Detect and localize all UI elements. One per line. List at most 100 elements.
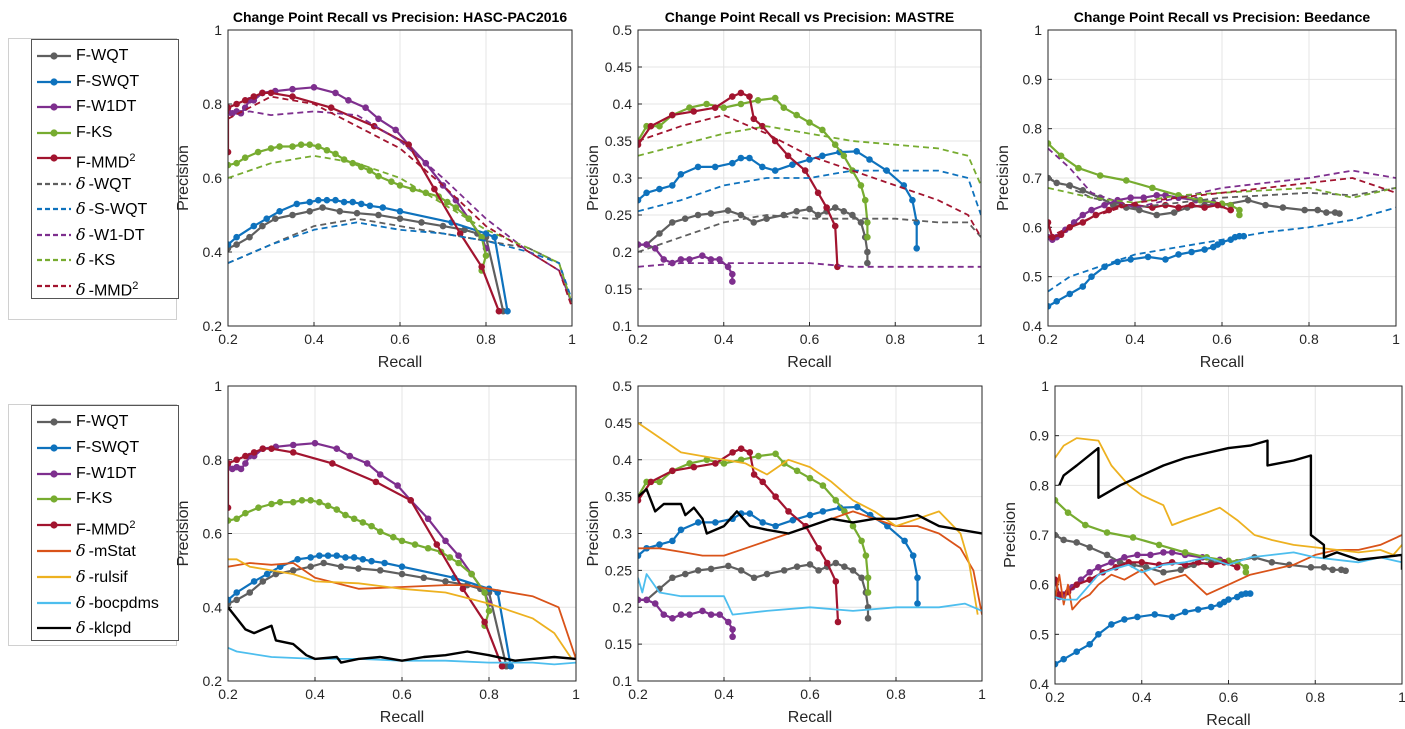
data-point-KS	[368, 522, 375, 530]
data-point-WQT	[1342, 567, 1349, 575]
data-point-WQT	[375, 211, 382, 219]
data-point-KS	[1103, 529, 1111, 536]
data-point-MMD	[481, 618, 488, 626]
data-point-KS	[720, 460, 728, 467]
y-tick-label: 0.2	[203, 318, 223, 334]
data-point-WQT	[259, 222, 266, 230]
data-point-KS	[233, 159, 240, 167]
y-tick-label: 0.5	[613, 378, 633, 394]
data-point-KS	[832, 497, 840, 504]
y-tick-label: 1	[214, 378, 222, 394]
legend-delta-symbol: δ	[76, 199, 86, 218]
legend-item-SWQT-marker: F-SWQT	[32, 436, 178, 460]
data-point-WQT	[1268, 559, 1276, 566]
y-tick-label: 0.1	[613, 318, 633, 334]
data-point-MMD	[327, 104, 335, 111]
data-point-KS	[332, 150, 339, 158]
data-point-W1DT	[725, 618, 732, 626]
data-point-WQT	[306, 208, 314, 215]
data-point-SWQT	[866, 156, 873, 163]
data-point-KS	[390, 533, 397, 541]
data-point-KS	[864, 219, 871, 226]
legend-label: F-WQT	[76, 412, 128, 432]
data-point-SWQT	[1079, 283, 1087, 290]
y-axis-label: Precision	[1002, 502, 1019, 568]
y-tick-label: 0.3	[613, 526, 633, 542]
data-point-WQT	[1086, 544, 1093, 551]
data-point-WQT	[669, 574, 676, 582]
data-point-KS	[864, 233, 871, 241]
legend-bottom: F-WQT F-SWQT F-W1DT F-KS F-MMD2 δ -mStat δ -ruls…	[8, 404, 179, 646]
data-point-WQT	[1279, 204, 1287, 211]
data-point-SWQT	[694, 163, 702, 171]
data-point-SWQT	[1053, 298, 1060, 305]
data-point-SWQT	[233, 233, 240, 241]
plot-frame	[227, 385, 577, 682]
data-point-WQT	[864, 615, 872, 622]
series-line-klcpd-solid	[1058, 439, 1402, 570]
data-point-MMD	[823, 559, 831, 567]
data-point-KS	[276, 143, 283, 150]
data-point-MMD	[1086, 576, 1093, 583]
legend-text: -W1-DT	[88, 226, 145, 244]
data-point-SWQT	[909, 552, 917, 559]
data-point-WQT	[858, 574, 865, 582]
data-point-WQT	[707, 210, 715, 217]
series-line-bocpdms-solid	[638, 573, 982, 616]
data-point-MMD	[750, 471, 758, 478]
series-line-KS-dashed	[638, 125, 981, 186]
data-point-SWQT	[1066, 290, 1074, 298]
legend-label: F-MMD2	[76, 148, 135, 173]
data-point-KS	[864, 574, 872, 582]
data-point-KS	[755, 452, 762, 460]
data-point-WQT	[1073, 539, 1080, 546]
data-point-W1DT	[241, 104, 249, 111]
x-tick-label: 0.8	[1299, 331, 1319, 347]
data-point-MMD	[456, 230, 464, 237]
data-point-MMD	[242, 452, 249, 460]
data-point-WQT	[1053, 179, 1060, 187]
x-axis-label: Recall	[787, 354, 831, 371]
legend-swatch	[37, 575, 71, 578]
data-point-SWQT	[263, 215, 271, 222]
data-point-WQT	[1136, 206, 1143, 214]
y-tick-label: 0.7	[1023, 170, 1043, 186]
data-point-KS	[1227, 201, 1234, 209]
x-tick-label: 0.2	[628, 686, 648, 702]
legend-text: F-W1DT	[76, 98, 137, 115]
legend-label: δ -rulsif	[76, 567, 128, 588]
data-point-SWQT	[228, 596, 232, 604]
data-point-MMD	[815, 544, 822, 552]
data-point-KS	[686, 104, 693, 111]
data-point-WQT	[763, 570, 771, 578]
data-point-WQT	[737, 211, 745, 219]
data-point-KS	[242, 509, 249, 517]
data-point-WQT	[682, 570, 689, 578]
data-point-MMD	[1214, 201, 1221, 209]
data-point-W1DT	[332, 89, 339, 97]
data-point-KS	[316, 498, 323, 506]
series-line-W1DT-dashed	[228, 110, 572, 305]
y-tick-label: 0.6	[1030, 577, 1050, 593]
data-point-KS	[254, 148, 262, 156]
data-point-KS	[1242, 568, 1250, 576]
data-point-MMD	[746, 93, 753, 100]
data-point-KS	[276, 498, 284, 506]
data-point-MMD	[1057, 231, 1065, 239]
data-point-MMD	[711, 104, 719, 111]
data-point-MMD	[478, 263, 486, 271]
data-point-SWQT	[316, 552, 323, 559]
data-point-MMD	[250, 449, 258, 456]
data-point-SWQT	[381, 559, 388, 567]
data-point-MMD	[1175, 204, 1182, 211]
data-point-KS	[819, 482, 827, 489]
data-point-KS	[396, 182, 404, 189]
data-point-SWQT	[294, 556, 301, 563]
plot-frame	[1054, 385, 1403, 685]
legend-item-MMD-dashed: δ -MMD2	[32, 274, 178, 299]
y-tick-label: 1	[1041, 378, 1049, 394]
data-point-MMD	[712, 460, 719, 467]
data-point-WQT	[750, 574, 758, 582]
data-point-KS	[857, 182, 865, 189]
data-point-KS	[323, 146, 331, 154]
